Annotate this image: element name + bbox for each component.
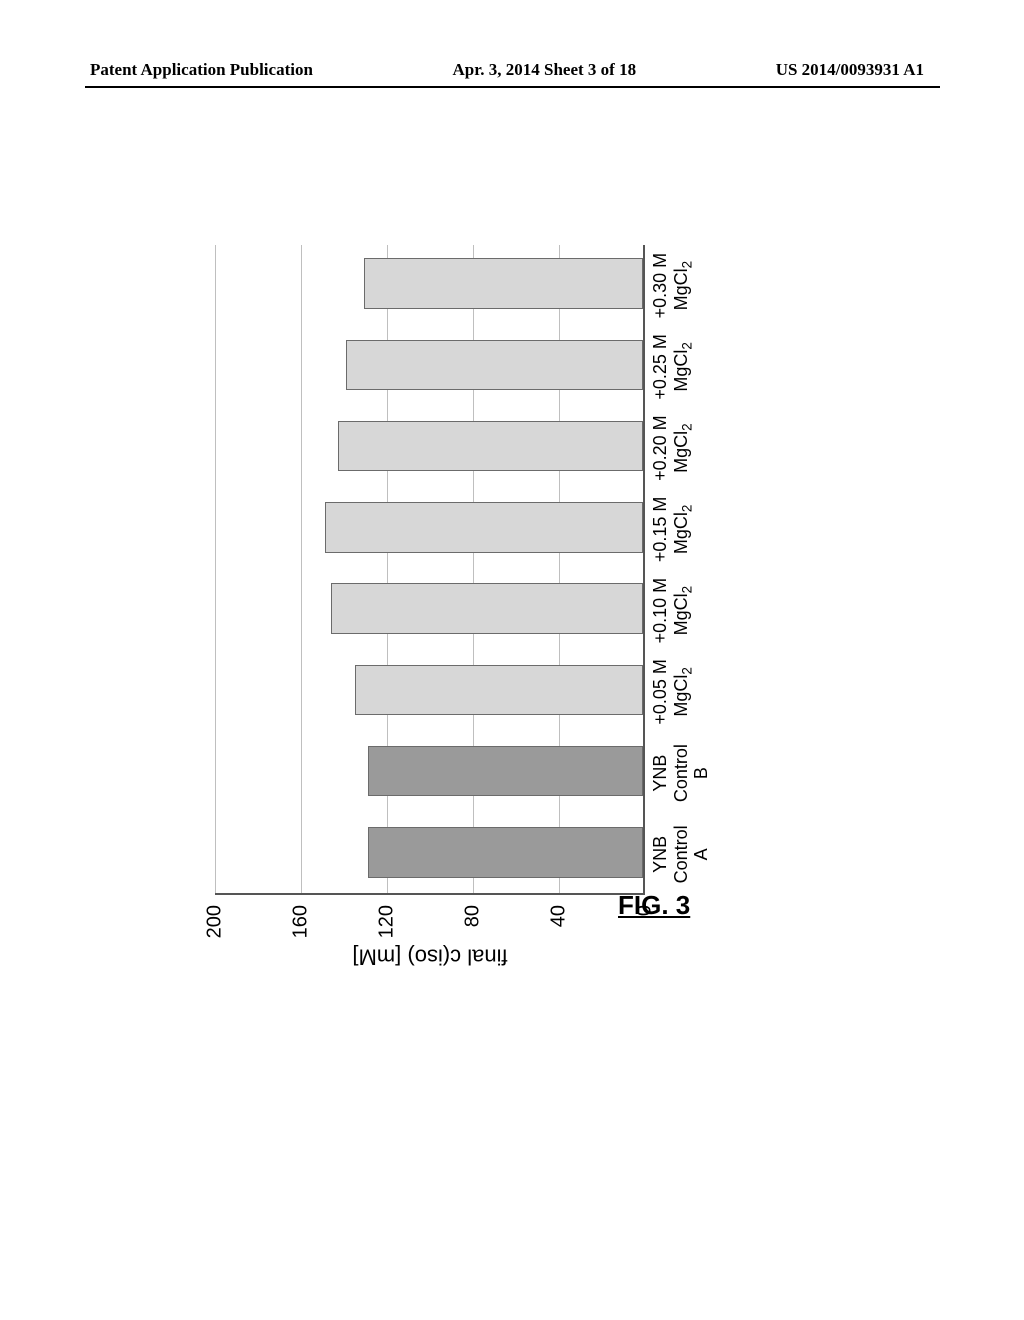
y-tick-label: 200 [204,905,227,965]
gridline [301,245,302,893]
y-tick-label: 40 [548,905,571,965]
y-axis-label: final c(iso) [mM] [215,941,645,971]
bar [338,421,643,471]
x-tick-label: +0.30 MMgCl2 [650,245,695,326]
page-header: Patent Application Publication Apr. 3, 2… [0,60,1024,80]
figure-area: final c(iso) [mM] 04080120160200 YNBCont… [195,215,855,995]
chart-rotated-container: final c(iso) [mM] 04080120160200 YNBCont… [195,215,855,995]
x-tick-label: +0.05 MMgCl2 [650,651,695,732]
bar [368,746,643,796]
bar [355,665,643,715]
x-tick-label: +0.25 MMgCl2 [650,326,695,407]
figure-caption: FIG. 3 [618,890,690,921]
bar [331,583,643,633]
bar [346,340,643,390]
header-right: US 2014/0093931 A1 [776,60,924,80]
x-tick-label: YNBControlA [650,814,712,895]
page: Patent Application Publication Apr. 3, 2… [0,0,1024,1320]
bar [325,502,643,552]
y-tick-label: 120 [376,905,399,965]
header-center: Apr. 3, 2014 Sheet 3 of 18 [453,60,637,80]
y-tick-label: 80 [462,905,485,965]
bar-chart: final c(iso) [mM] 04080120160200 YNBCont… [195,215,855,995]
gridline [215,245,216,893]
x-tick-label: +0.15 MMgCl2 [650,489,695,570]
bar [364,258,644,308]
plot-area [215,245,645,895]
x-tick-label: +0.10 MMgCl2 [650,570,695,651]
bar [368,827,643,877]
header-left: Patent Application Publication [90,60,313,80]
header-rule [85,86,940,88]
y-tick-label: 160 [290,905,313,965]
x-tick-label: YNBControlB [650,733,712,814]
x-tick-label: +0.20 MMgCl2 [650,408,695,489]
